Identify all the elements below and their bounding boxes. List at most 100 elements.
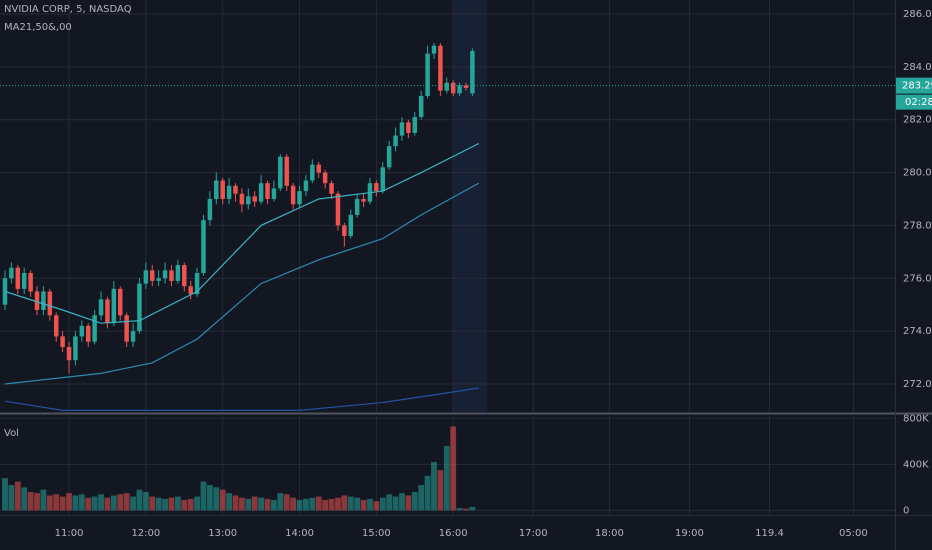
candle-body [310,164,315,181]
y-tick-label: 280.00 [903,168,932,179]
candle-body [335,193,341,226]
volume-bar [2,478,8,511]
volume-bar [373,501,380,511]
candle-body [470,51,475,94]
countdown-box [896,94,932,110]
candle-body [246,196,251,205]
candle-body [418,95,424,118]
moving-average [4,387,479,411]
volume-bar [181,500,188,511]
candle-body [130,331,136,342]
volume-bar [303,498,309,511]
volume-bar [46,495,53,511]
candle-body [150,270,155,281]
volume-bar [149,496,156,511]
volume-bar [110,495,117,511]
candle-body [239,193,245,205]
y-tick-label: 278.00 [903,220,932,231]
candle-body [47,291,53,316]
y-tick-label: 0 [903,505,909,516]
volume-bar [335,497,341,511]
volume-bar [59,496,66,511]
y-tick-label: 282.00 [903,115,932,126]
volume-bar [322,500,329,511]
moving-average [4,182,480,385]
x-tick-label: 19:00 [675,528,704,539]
candle-body [28,272,33,292]
candle-body [348,214,353,236]
y-tick-label: 284.00 [903,62,932,73]
candle-body [98,299,104,316]
candle-body [431,45,437,54]
volume-bar [399,493,405,511]
candle-body [438,45,443,91]
last-price-box [896,77,932,94]
candle-body [111,288,117,324]
volume-bar [123,493,130,511]
candle-body [188,286,193,295]
volume-bar [206,485,213,511]
candle-body [354,198,360,215]
volume-bar [437,470,444,511]
candle-body [444,82,450,91]
volume-bar [245,498,252,511]
volume-bar [309,497,316,511]
volume-bar [91,496,98,511]
volume-bar [40,489,47,511]
candle-body [162,270,168,279]
volume-bar [174,496,181,511]
candle-body [374,183,379,192]
volume-bar [290,497,297,511]
y-tick-label: 272.00 [903,379,932,390]
candle-body [2,278,8,305]
candle-body [92,315,97,342]
volume-bar [162,498,168,511]
candle-body [194,272,200,295]
volume-bar [443,445,450,511]
y-tick-label: 286.00 [903,9,932,20]
candle-body [271,188,277,199]
volume-bar [392,496,399,511]
volume-bar [168,497,175,511]
volume-bar [136,489,143,511]
candle-body [124,315,129,342]
y-tick-label: 276.00 [903,273,932,284]
volume-bar [200,481,207,511]
volume-bar [53,494,60,511]
grid [0,0,895,515]
volume-bar [431,462,437,511]
x-tick-label: 11:00 [55,528,84,539]
candle-body [265,183,270,199]
candle-body [406,122,411,133]
candle-body [258,183,264,202]
candle-body [175,265,181,281]
volume-bar [142,491,149,511]
volume-bar [213,487,220,511]
candle-body [457,85,462,94]
volume-bar [411,491,418,511]
volume-bar [367,498,373,511]
volume-bar [354,497,361,511]
volume-bar [347,496,354,511]
volume-bar [463,508,469,511]
candle-body [316,164,321,173]
candle-body [137,283,142,332]
volume-bar [85,497,92,511]
x-tick-label: 05:00 [839,528,868,539]
candle-body [386,146,392,168]
volume-bar [72,495,79,511]
volume-bar [315,496,322,511]
moving-average [4,142,480,324]
x-tick-label: 14:00 [285,528,314,539]
volume-bar [66,493,72,511]
candle-body [284,156,289,186]
x-tick-label: 18:00 [595,528,624,539]
volume-bar [405,495,412,511]
candle-body [9,267,14,279]
volume-bar [104,497,111,511]
candle-body [463,85,469,89]
candle-body [85,325,91,342]
candle-body [60,336,65,347]
volume-bar [21,487,28,511]
